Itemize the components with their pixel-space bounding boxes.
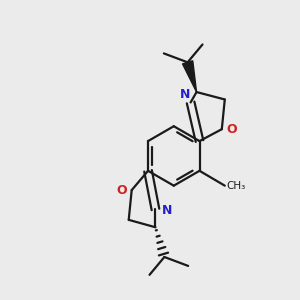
Text: O: O: [117, 184, 127, 196]
Text: O: O: [226, 123, 237, 136]
Text: CH₃: CH₃: [226, 181, 245, 191]
Text: N: N: [162, 204, 172, 218]
Polygon shape: [182, 61, 197, 92]
Text: N: N: [179, 88, 190, 101]
